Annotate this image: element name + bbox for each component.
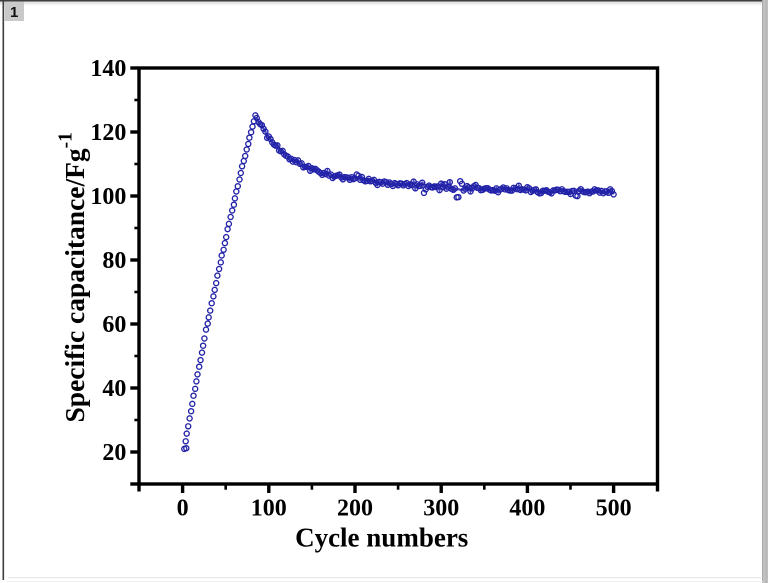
svg-text:Cycle numbers: Cycle numbers [295, 523, 468, 553]
svg-text:500: 500 [596, 496, 632, 522]
svg-text:1: 1 [10, 4, 18, 21]
svg-text:60: 60 [102, 312, 126, 338]
svg-text:80: 80 [102, 248, 126, 274]
svg-text:400: 400 [509, 496, 545, 522]
svg-text:300: 300 [423, 496, 459, 522]
svg-text:100: 100 [90, 184, 126, 210]
svg-text:40: 40 [102, 376, 126, 402]
svg-text:200: 200 [337, 496, 373, 522]
svg-text:Specific capacitance/Fg-1: Specific capacitance/Fg-1 [56, 132, 91, 422]
svg-text:0: 0 [177, 496, 189, 522]
svg-text:140: 140 [90, 56, 126, 82]
svg-text:20: 20 [102, 440, 126, 466]
svg-text:100: 100 [251, 496, 287, 522]
svg-text:120: 120 [90, 120, 126, 146]
